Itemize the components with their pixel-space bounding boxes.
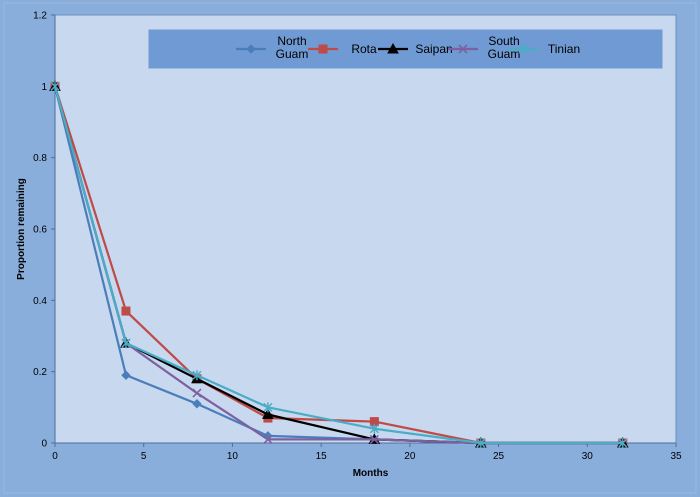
y-tick-label: 0.2 bbox=[33, 367, 47, 378]
x-tick-label: 5 bbox=[141, 451, 147, 462]
x-axis-title: Months bbox=[353, 468, 389, 479]
legend-label-rota: Rota bbox=[351, 42, 377, 56]
data-point-tinian bbox=[121, 338, 131, 349]
x-tick-label: 25 bbox=[493, 451, 505, 462]
x-tick-label: 35 bbox=[670, 451, 682, 462]
data-point-south-guam bbox=[263, 434, 273, 444]
y-tick-label: 0.6 bbox=[33, 225, 47, 236]
legend-label-saipan: Saipan bbox=[415, 42, 452, 56]
legend-label-tinian: Tinian bbox=[548, 42, 580, 56]
legend-marker-rota bbox=[318, 44, 328, 54]
x-tick-label: 0 bbox=[52, 451, 58, 462]
data-point-north-guam bbox=[121, 370, 131, 380]
legend-label-line: Guam bbox=[488, 47, 521, 61]
plot-area bbox=[54, 14, 677, 444]
data-point-south-guam bbox=[192, 388, 202, 398]
data-point-tinian bbox=[476, 438, 486, 448]
data-point-tinian bbox=[369, 423, 379, 434]
legend-label-south-guam: South Guam bbox=[488, 34, 521, 61]
legend-label-line: South bbox=[488, 34, 519, 48]
data-point-tinian bbox=[50, 81, 60, 92]
legend-label-line: Guam bbox=[276, 47, 309, 61]
data-point-saipan bbox=[262, 408, 274, 419]
x-tick-label: 20 bbox=[404, 451, 416, 462]
x-tick-label: 15 bbox=[316, 451, 328, 462]
legend-marker-south-guam bbox=[458, 44, 468, 54]
legend-marker-saipan bbox=[387, 42, 399, 54]
data-point-north-guam bbox=[192, 399, 202, 409]
data-point-south-guam bbox=[369, 434, 379, 444]
legend-marker-north-guam bbox=[246, 44, 256, 54]
legend-label-line: North bbox=[277, 34, 306, 48]
y-tick-label: 1 bbox=[41, 82, 47, 93]
legend-label-north-guam: North Guam bbox=[276, 34, 309, 61]
data-point-rota bbox=[121, 306, 131, 316]
x-tick-label: 30 bbox=[582, 451, 594, 462]
x-tick-label: 10 bbox=[227, 451, 239, 462]
y-tick-label: 0.4 bbox=[33, 296, 47, 307]
y-axis-title: Proportion remaining bbox=[16, 178, 27, 280]
data-point-tinian bbox=[263, 402, 273, 413]
series-tinian bbox=[50, 81, 628, 448]
y-tick-label: 0.8 bbox=[33, 153, 47, 164]
y-tick-label: 1.2 bbox=[33, 11, 47, 22]
legend-marker-tinian bbox=[518, 44, 528, 54]
data-point-tinian bbox=[618, 438, 628, 448]
data-point-tinian bbox=[192, 370, 202, 381]
y-tick-label: 0 bbox=[41, 439, 47, 450]
